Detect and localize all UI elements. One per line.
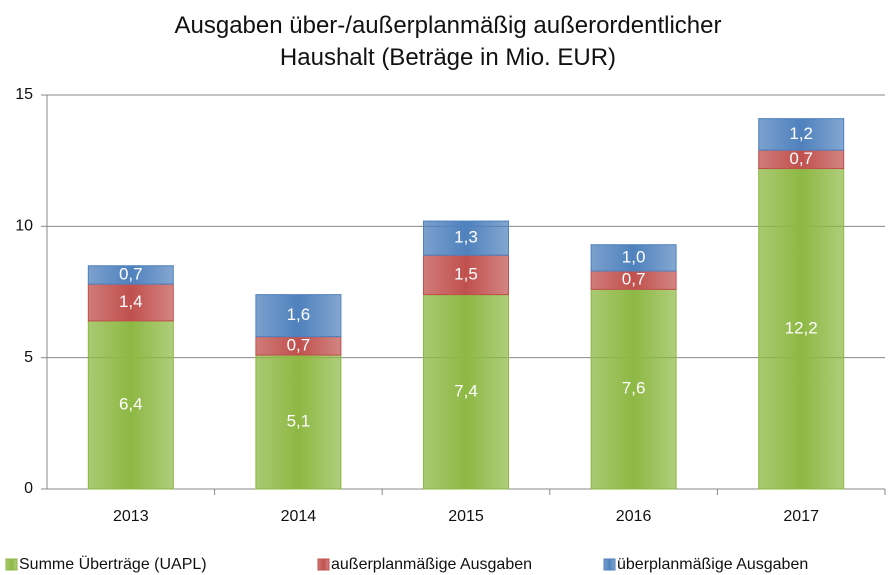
legend-swatch xyxy=(603,558,616,571)
value-label: 7,4 xyxy=(454,381,478,400)
value-label: 0,7 xyxy=(789,149,813,168)
value-label: 1,2 xyxy=(789,124,813,143)
value-label: 5,1 xyxy=(287,412,311,431)
value-label: 0,7 xyxy=(622,270,646,289)
bar-segment xyxy=(423,220,509,256)
legend-swatch xyxy=(317,558,330,571)
x-tick-label: 2013 xyxy=(113,508,149,525)
bar-segment xyxy=(255,354,342,490)
value-label: 6,4 xyxy=(119,394,143,413)
y-tick-label: 5 xyxy=(24,349,33,366)
y-tick-label: 15 xyxy=(15,86,33,103)
chart-title: Ausgaben über-/außerplanmäßig außerorden… xyxy=(174,12,722,71)
bar-segment xyxy=(590,288,677,490)
legend-label: außerplanmäßige Ausgaben xyxy=(331,556,532,573)
y-tick-label: 0 xyxy=(24,480,33,497)
bar-segment xyxy=(255,294,342,338)
value-label: 1,0 xyxy=(622,247,646,266)
value-label: 1,3 xyxy=(454,228,478,247)
bar-segment xyxy=(590,244,677,272)
bar-segment xyxy=(87,265,174,285)
bar-segment xyxy=(87,283,174,322)
bar-segment xyxy=(758,168,845,490)
x-tick-label: 2017 xyxy=(783,508,819,525)
value-label: 0,7 xyxy=(287,335,311,354)
value-label: 1,6 xyxy=(287,305,311,324)
legend-swatch xyxy=(5,558,18,571)
x-tick-label: 2015 xyxy=(448,508,484,525)
bar-segment xyxy=(758,118,845,151)
value-label: 7,6 xyxy=(622,379,646,398)
legend-label: Summe Überträge (UAPL) xyxy=(19,555,207,573)
x-tick-label: 2014 xyxy=(281,508,317,525)
value-label: 12,2 xyxy=(785,318,818,337)
bar-segment xyxy=(87,320,174,490)
x-tick-label: 2016 xyxy=(616,508,652,525)
bar-segment xyxy=(423,254,509,296)
bar-segment xyxy=(423,294,509,490)
value-label: 1,4 xyxy=(119,292,143,311)
y-tick-label: 10 xyxy=(15,218,33,235)
legend-label: überplanmäßige Ausgaben xyxy=(617,556,808,573)
value-label: 0,7 xyxy=(119,264,143,283)
value-label: 1,5 xyxy=(454,264,478,283)
